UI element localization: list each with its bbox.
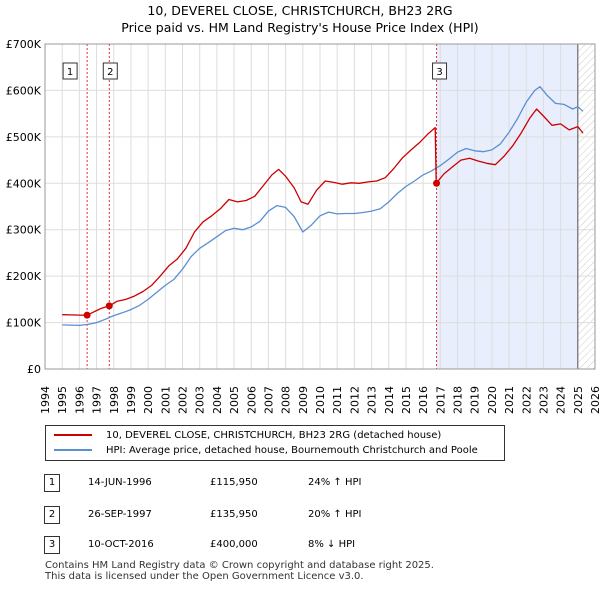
x-tick-label: 1999 — [125, 386, 138, 414]
plot-border — [44, 43, 596, 370]
x-tick-label: 2026 — [589, 386, 600, 414]
sale-label-box-3 — [432, 62, 448, 80]
x-tick-label: 2004 — [211, 386, 224, 414]
x-tick-label: 2019 — [469, 386, 482, 414]
x-tick-label: 2001 — [159, 386, 172, 414]
post-sale-shading — [436, 44, 578, 369]
sale-point-3 — [433, 179, 441, 187]
x-tick-label: 2020 — [486, 386, 499, 414]
x-tick-label: 2021 — [503, 386, 516, 414]
x-tick-label: 2024 — [555, 386, 568, 414]
x-tick-label: 2014 — [383, 386, 396, 414]
x-tick-label: 2016 — [417, 386, 430, 414]
x-tick-label: 2010 — [314, 386, 327, 414]
sale-marker-badge: 1 — [44, 474, 60, 492]
y-tick-label: £300K — [6, 224, 42, 237]
x-tick-label: 2011 — [331, 386, 344, 414]
chart-title-main: 10, DEVEREL CLOSE, CHRISTCHURCH, BH23 2R… — [147, 3, 453, 18]
x-tick-label: 2025 — [572, 386, 585, 414]
sale-label-box-1 — [62, 62, 78, 80]
x-tick-label: 1994 — [39, 386, 52, 414]
x-tick-label: 2013 — [366, 386, 379, 414]
sale-price: £135,950 — [210, 509, 258, 520]
x-tick-label: 2009 — [297, 386, 310, 414]
x-tick-label: 2023 — [537, 386, 550, 414]
sale-hpi-change: 20% ↑ HPI — [308, 509, 362, 520]
legend-item-hpi: HPI: Average price, detached house, Bour… — [54, 443, 478, 459]
sale-hpi-change: 24% ↑ HPI — [308, 477, 362, 488]
footer-copyright: Contains HM Land Registry data © Crown c… — [45, 560, 434, 571]
x-tick-label: 2006 — [245, 386, 258, 414]
sale-point-1 — [83, 311, 91, 319]
x-tick-label: 2017 — [434, 386, 447, 414]
y-tick-label: £500K — [6, 131, 42, 144]
legend-swatch-hpi — [54, 449, 92, 451]
y-tick-label: £200K — [6, 270, 42, 283]
legend-label-hpi: HPI: Average price, detached house, Bour… — [106, 445, 478, 456]
x-tick-label: 2000 — [142, 386, 155, 414]
legend: 10, DEVEREL CLOSE, CHRISTCHURCH, BH23 2R… — [45, 425, 505, 461]
forecast-hatch — [577, 44, 595, 369]
x-tick-label: 2015 — [400, 386, 413, 414]
x-tick-label: 2005 — [228, 386, 241, 414]
y-tick-label: £600K — [6, 84, 42, 97]
sale-date: 14-JUN-1996 — [88, 477, 152, 488]
legend-label-property: 10, DEVEREL CLOSE, CHRISTCHURCH, BH23 2R… — [106, 430, 442, 441]
x-tick-label: 2007 — [262, 386, 275, 414]
x-tick-label: 2018 — [452, 386, 465, 414]
x-tick-label: 2002 — [177, 386, 190, 414]
x-tick-label: 2008 — [280, 386, 293, 414]
x-tick-label: 1995 — [56, 386, 69, 414]
sale-price: £400,000 — [210, 539, 258, 550]
sale-price: £115,950 — [210, 477, 258, 488]
y-tick-label: £700K — [6, 38, 42, 51]
x-tick-label: 1997 — [91, 386, 104, 414]
sale-marker-badge: 3 — [44, 536, 60, 554]
x-tick-label: 1996 — [73, 386, 86, 414]
sale-date: 26-SEP-1997 — [88, 509, 152, 520]
sale-date: 10-OCT-2016 — [88, 539, 154, 550]
price-chart: 1 2 3 £0 £100K £200K £300K £400K £500K £600K £700K… — [6, 38, 600, 414]
y-tick-label: £400K — [6, 177, 42, 190]
x-tick-label: 2012 — [348, 386, 361, 414]
hpi-line — [62, 86, 584, 327]
sale-label-2: 2 — [107, 67, 113, 78]
y-tick-label: £0 — [27, 363, 41, 376]
x-tick-label: 1998 — [108, 386, 121, 414]
chart-subtitle: Price paid vs. HM Land Registry's House … — [121, 20, 479, 35]
footer-licence: This data is licensed under the Open Gov… — [45, 571, 364, 582]
sale-label-3: 3 — [436, 67, 442, 78]
sale-point-2 — [105, 302, 113, 310]
property-price-line — [62, 108, 584, 316]
sale-label-box-2 — [102, 62, 118, 80]
x-tick-label: 2003 — [194, 386, 207, 414]
sale-label-1: 1 — [67, 67, 73, 78]
footer: Contains HM Land Registry data © Crown c… — [45, 560, 434, 582]
legend-swatch-property — [54, 434, 92, 436]
chart-title: 10, DEVEREL CLOSE, CHRISTCHURCH, BH23 2R… — [0, 2, 600, 36]
y-tick-label: £100K — [6, 317, 42, 330]
sale-hpi-change: 8% ↓ HPI — [308, 539, 356, 550]
sale-marker-badge: 2 — [44, 506, 60, 524]
legend-item-property: 10, DEVEREL CLOSE, CHRISTCHURCH, BH23 2R… — [54, 428, 441, 444]
x-tick-label: 2022 — [520, 386, 533, 414]
